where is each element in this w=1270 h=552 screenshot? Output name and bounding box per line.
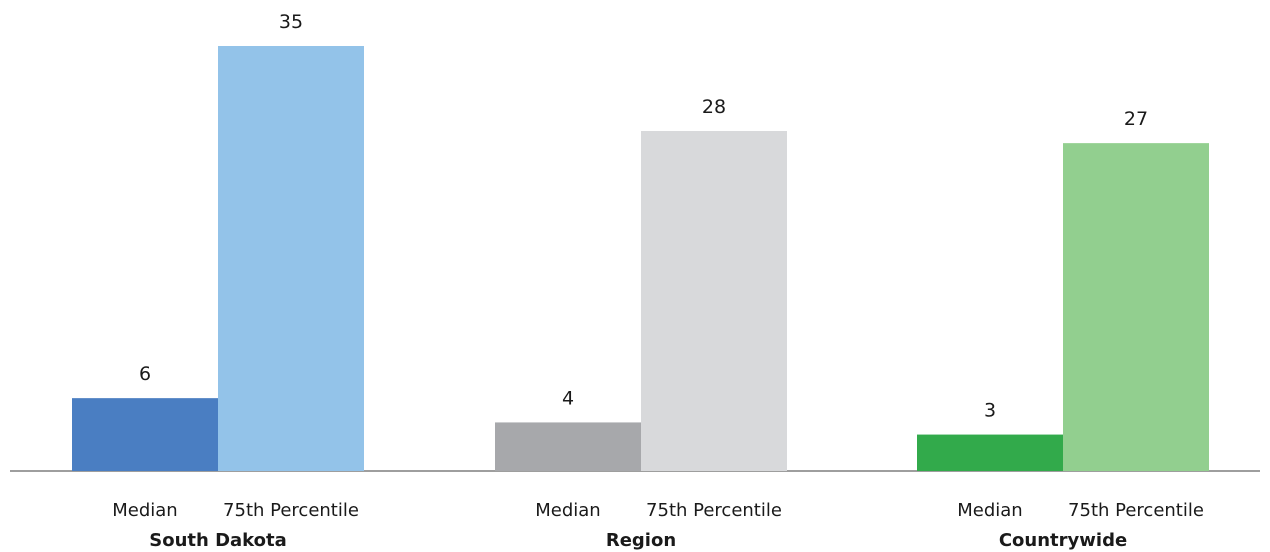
bar-region-median (495, 422, 641, 471)
data-label-south-dakota-median: 6 (139, 363, 151, 385)
data-label-countrywide-median: 3 (984, 400, 996, 422)
bars-layer (72, 46, 1209, 471)
bar-countrywide-median (917, 434, 1063, 471)
data-label-region-median: 4 (562, 387, 574, 409)
tick-label-region-median: Median (535, 500, 600, 521)
data-label-countrywide-75th-percentile: 27 (1124, 108, 1148, 130)
bar-south-dakota-median (72, 398, 218, 471)
tick-label-south-dakota-median: Median (112, 500, 177, 521)
labels-layer: 6 Median 35 75th Percentile South Dakota 4 Med… (112, 11, 1204, 551)
data-label-region-75th-percentile: 28 (702, 96, 726, 118)
tick-label-countrywide-median: Median (957, 500, 1022, 521)
bar-countrywide-75th-percentile (1063, 143, 1209, 471)
group-label-south-dakota: South Dakota (149, 530, 287, 551)
group-label-countrywide: Countrywide (999, 530, 1127, 551)
tick-label-region-75th-percentile: 75th Percentile (646, 500, 782, 521)
tick-label-countrywide-75th-percentile: 75th Percentile (1068, 500, 1204, 521)
bar-south-dakota-75th-percentile (218, 46, 364, 471)
tick-label-south-dakota-75th-percentile: 75th Percentile (223, 500, 359, 521)
group-label-region: Region (606, 530, 676, 551)
data-label-south-dakota-75th-percentile: 35 (279, 11, 303, 33)
bar-region-75th-percentile (641, 131, 787, 471)
